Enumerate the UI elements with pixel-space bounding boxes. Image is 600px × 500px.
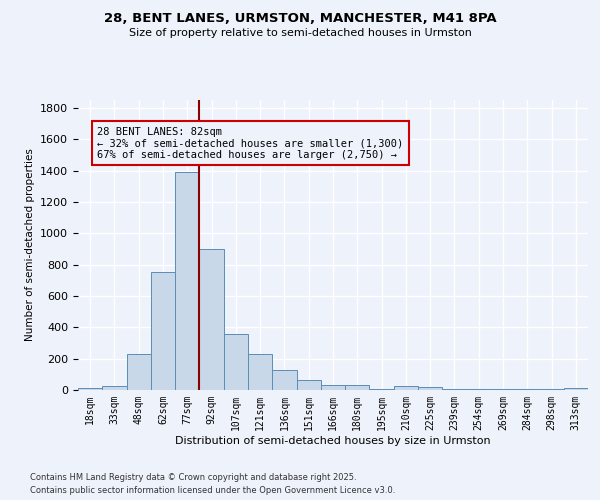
Bar [151,272,175,390]
X-axis label: Distribution of semi-detached houses by size in Urmston: Distribution of semi-detached houses by … [175,436,491,446]
Bar [467,389,491,390]
Bar [199,249,224,390]
Text: Size of property relative to semi-detached houses in Urmston: Size of property relative to semi-detach… [128,28,472,38]
Bar [127,354,151,390]
Bar [321,386,345,390]
Y-axis label: Number of semi-detached properties: Number of semi-detached properties [25,148,35,342]
Bar [442,389,467,390]
Bar [272,370,296,390]
Text: 28, BENT LANES, URMSTON, MANCHESTER, M41 8PA: 28, BENT LANES, URMSTON, MANCHESTER, M41… [104,12,496,26]
Bar [370,389,394,390]
Bar [102,386,127,390]
Bar [248,354,272,390]
Text: Contains HM Land Registry data © Crown copyright and database right 2025.: Contains HM Land Registry data © Crown c… [30,474,356,482]
Bar [564,388,588,390]
Bar [394,386,418,390]
Bar [224,334,248,390]
Bar [78,388,102,390]
Bar [296,380,321,390]
Bar [491,389,515,390]
Bar [175,172,199,390]
Bar [418,387,442,390]
Text: 28 BENT LANES: 82sqm
← 32% of semi-detached houses are smaller (1,300)
67% of se: 28 BENT LANES: 82sqm ← 32% of semi-detac… [97,126,404,160]
Text: Contains public sector information licensed under the Open Government Licence v3: Contains public sector information licen… [30,486,395,495]
Bar [515,389,539,390]
Bar [539,389,564,390]
Bar [345,386,370,390]
